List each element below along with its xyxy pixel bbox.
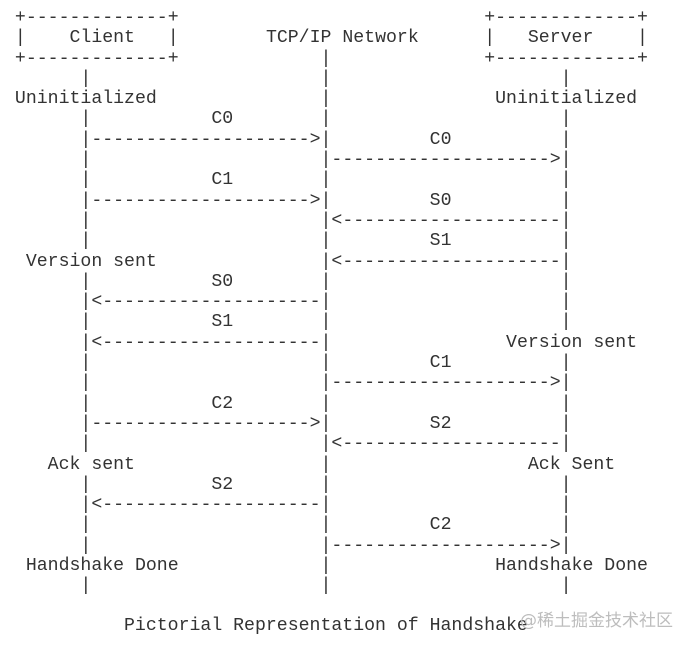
watermark: @稀土掘金技术社区	[520, 611, 673, 631]
diagram-caption: Pictorial Representation of Handshake	[124, 616, 528, 636]
ascii-diagram-text: +-------------+ +-------------+ | Client…	[14, 8, 648, 597]
